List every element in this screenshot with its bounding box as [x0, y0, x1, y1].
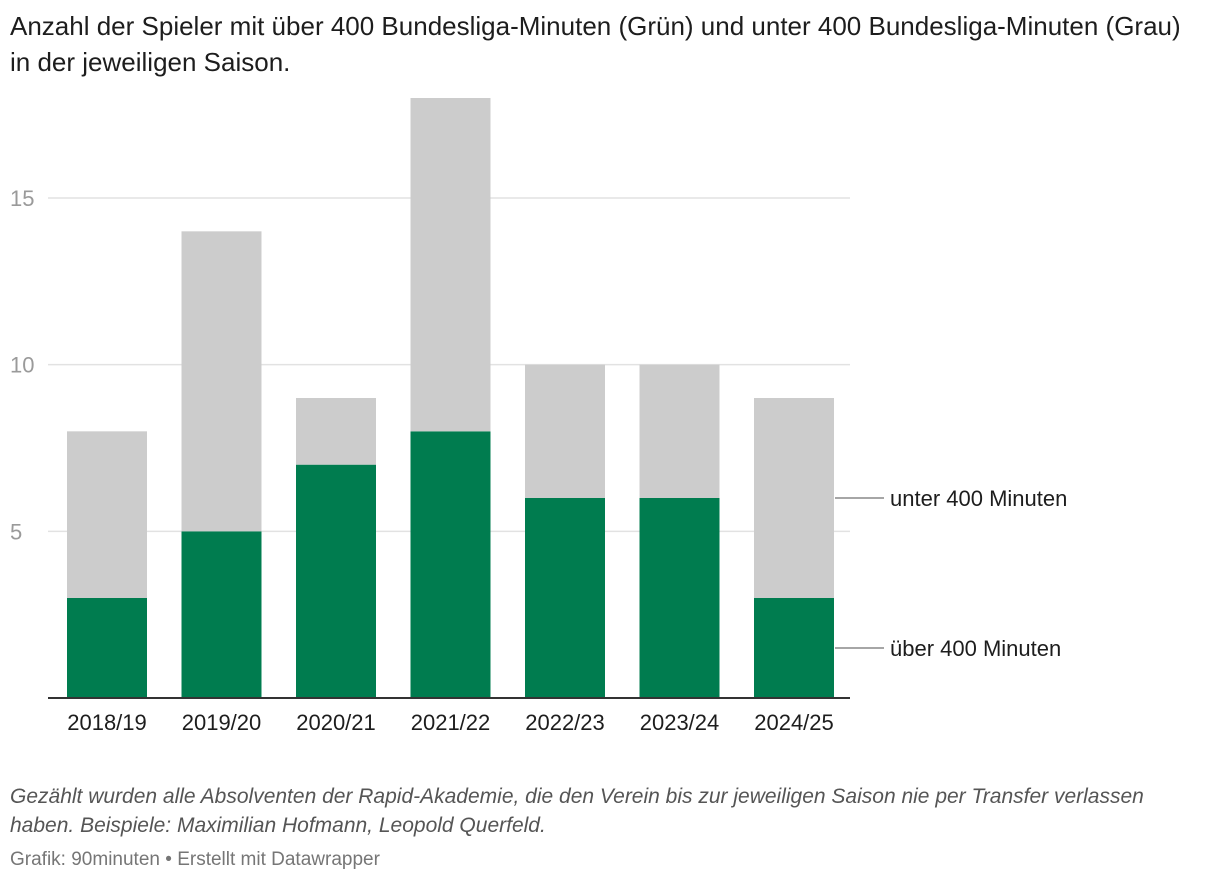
footer-source: Grafik: 90minuten — [10, 849, 160, 870]
bar-2022-23-ueber-400 — [525, 498, 605, 698]
bar-2023-24-unter-400 — [639, 364, 720, 498]
x-axis-ticks: 2018/19 2019/20 2020/21 2021/22 2022/23 2023/… — [67, 710, 834, 735]
bar-2024-25-ueber-400 — [754, 598, 834, 698]
bar-2020-21-unter-400 — [296, 398, 376, 465]
x-tick-label-2021-22: 2021/22 — [411, 710, 491, 735]
bar-2022-23-unter-400 — [525, 364, 605, 498]
bar-2023-24-ueber-400 — [639, 498, 720, 698]
series-labels: über 400 Minuten unter 400 Minuten — [835, 486, 1067, 661]
y-axis-ticks: 5 10 15 — [10, 186, 34, 544]
bar-2019-20-ueber-400 — [181, 531, 262, 698]
bar-2021-22-ueber-400 — [410, 431, 491, 698]
bar-2021-22-unter-400 — [410, 98, 491, 432]
y-tick-label-10: 10 — [10, 353, 34, 378]
y-tick-label-5: 5 — [10, 519, 22, 544]
series-label-unter-400: unter 400 Minuten — [890, 486, 1067, 511]
series-label-ueber-400: über 400 Minuten — [890, 636, 1061, 661]
bar-2018-19-ueber-400 — [67, 598, 147, 698]
chart: 5 10 15 2018/19 2019/20 2020/21 2021/22 2022/2… — [10, 98, 1067, 735]
bar-2020-21-ueber-400 — [296, 464, 376, 698]
y-tick-label-15: 15 — [10, 186, 34, 211]
x-tick-label-2022-23: 2022/23 — [525, 710, 605, 735]
chart-footer: Grafik: 90minuten • Erstellt mit Datawra… — [10, 848, 380, 872]
x-tick-label-2023-24: 2023/24 — [640, 710, 720, 735]
bars — [67, 98, 834, 698]
chart-notes: Gezählt wurden alle Absolventen der Rapi… — [10, 785, 1144, 837]
footer-tool: Erstellt mit Datawrapper — [177, 849, 380, 870]
chart-title: Anzahl der Spieler mit über 400 Bundesli… — [10, 11, 1181, 77]
x-tick-label-2019-20: 2019/20 — [182, 710, 262, 735]
footer-separator: • — [159, 849, 178, 870]
x-tick-label-2020-21: 2020/21 — [296, 710, 376, 735]
bar-2024-25-unter-400 — [754, 398, 834, 598]
x-tick-label-2018-19: 2018/19 — [67, 710, 147, 735]
bar-2018-19-unter-400 — [67, 431, 147, 598]
x-tick-label-2024-25: 2024/25 — [754, 710, 834, 735]
bar-2019-20-unter-400 — [181, 231, 262, 532]
